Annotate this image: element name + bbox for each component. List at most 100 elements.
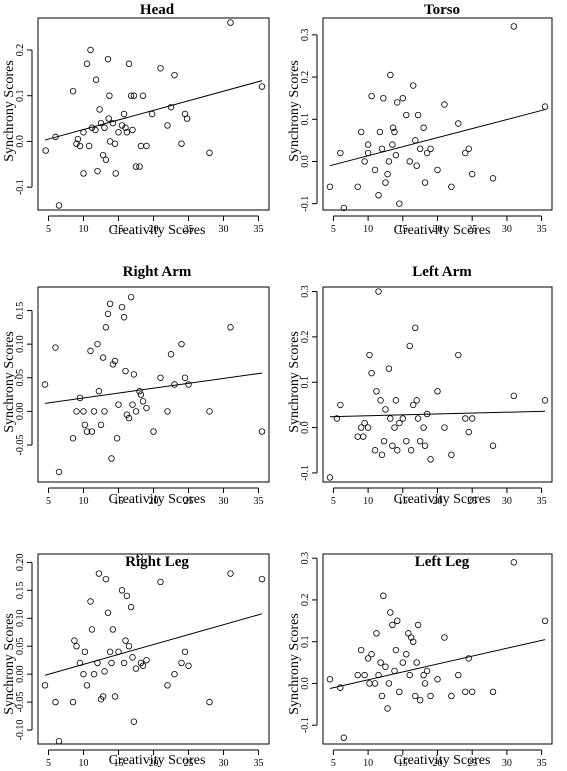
x-tick-label: 15	[114, 758, 124, 769]
data-point	[385, 365, 393, 372]
x-tick-label: 20	[433, 496, 443, 507]
data-point	[52, 133, 59, 141]
data-point	[206, 698, 213, 706]
data-point	[391, 128, 398, 136]
x-tick-label: 5	[46, 496, 51, 507]
x-tick-label: 35	[537, 224, 547, 235]
data-point	[371, 166, 379, 174]
data-point	[55, 202, 63, 209]
x-tick-label: 25	[467, 758, 477, 769]
data-point	[378, 451, 386, 458]
data-point	[123, 129, 131, 136]
data-point	[132, 408, 140, 415]
data-point	[80, 408, 87, 415]
x-axis-label: Creativity Scores	[394, 753, 491, 768]
data-point	[81, 421, 89, 429]
x-tick-label: 25	[184, 224, 194, 235]
data-point	[164, 122, 171, 129]
data-point	[206, 149, 213, 157]
data-point	[55, 468, 63, 476]
chart-head: Head Creativity Scores Synchrony Scores …	[2, 2, 270, 238]
y-tick-label: 0.20	[15, 554, 26, 572]
chart-torso: Torso Creativity Scores Synchrony Scores…	[287, 2, 553, 238]
data-point	[41, 682, 49, 689]
data-point	[148, 110, 156, 118]
data-point	[405, 630, 412, 637]
data-point	[412, 137, 419, 144]
y-tick-label: 0.0	[300, 677, 311, 690]
data-point	[423, 410, 431, 418]
y-axis-label: Synchrony Scores	[2, 60, 17, 162]
data-point	[468, 170, 476, 178]
data-point	[421, 179, 429, 186]
data-point	[87, 46, 94, 54]
data-point	[69, 87, 77, 95]
x-tick-label: 15	[114, 224, 124, 235]
data-point	[88, 124, 96, 131]
data-point	[113, 435, 121, 442]
plot-frame	[322, 17, 553, 211]
data-point	[406, 158, 413, 165]
data-point	[423, 667, 431, 675]
data-point	[132, 163, 140, 170]
x-axis-label: Creativity Scores	[109, 223, 206, 238]
data-point	[462, 688, 469, 696]
data-point	[106, 300, 114, 308]
data-point	[389, 621, 396, 629]
data-point	[157, 374, 164, 381]
y-tick-label: 0.10	[15, 335, 26, 353]
data-point	[258, 575, 266, 583]
y-tick-label: 0.1	[15, 89, 26, 102]
data-point	[441, 101, 448, 108]
data-point	[360, 433, 367, 440]
data-point	[389, 141, 396, 148]
data-point	[81, 648, 89, 655]
data-point	[414, 621, 422, 629]
data-point	[171, 381, 178, 388]
x-tick-label: 35	[254, 496, 264, 507]
data-point	[441, 424, 448, 431]
data-point	[115, 648, 122, 655]
data-point	[357, 646, 365, 654]
data-point	[434, 166, 441, 174]
data-point	[385, 158, 393, 165]
data-point	[130, 371, 138, 378]
data-point	[380, 94, 387, 102]
data-point	[123, 411, 131, 418]
data-point	[130, 92, 138, 99]
data-point	[462, 415, 469, 422]
x-tick-label: 5	[331, 758, 336, 769]
data-point	[120, 659, 128, 667]
data-point	[361, 671, 368, 679]
data-point	[106, 92, 113, 99]
data-point	[414, 111, 422, 119]
data-point	[541, 617, 549, 625]
data-point	[125, 60, 133, 67]
data-point	[378, 692, 386, 700]
data-point	[185, 381, 192, 388]
data-point	[410, 401, 417, 409]
data-point	[104, 310, 112, 318]
chart-title: Left Arm	[412, 264, 472, 280]
x-tick-label: 5	[46, 758, 51, 769]
data-point	[178, 140, 185, 147]
data-point	[137, 142, 145, 150]
x-tick-label: 10	[363, 758, 373, 769]
data-point	[164, 682, 171, 689]
data-point	[132, 665, 140, 672]
data-point	[42, 147, 49, 154]
data-point	[391, 667, 398, 675]
data-point	[399, 94, 407, 102]
data-point	[95, 570, 103, 577]
data-point	[94, 340, 101, 348]
data-point	[122, 124, 129, 131]
y-tick-label: 0.05	[15, 637, 26, 655]
data-point	[129, 126, 136, 134]
x-tick-label: 25	[184, 758, 194, 769]
data-point	[384, 705, 391, 712]
data-point	[127, 293, 135, 301]
x-tick-label: 15	[398, 758, 408, 769]
data-point	[206, 408, 213, 415]
data-point	[227, 570, 234, 577]
x-tick-label: 10	[363, 496, 373, 507]
